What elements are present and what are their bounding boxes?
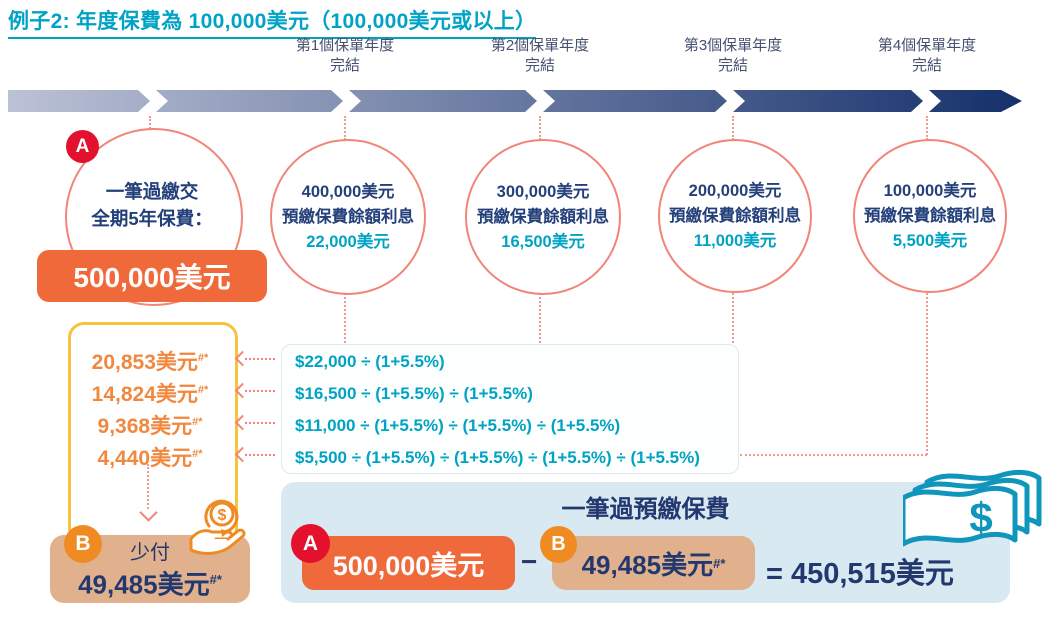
discount-value-row-4: 4,440美元#* xyxy=(97,447,203,470)
summary-title: 一筆過預繳保費 xyxy=(561,496,730,523)
formula-box xyxy=(281,344,739,474)
lump-sum-amount-box: 500,000美元 xyxy=(37,250,267,302)
circle-connector-3 xyxy=(732,293,734,343)
circle-connector-2 xyxy=(539,293,541,343)
circle-connector-4-horizontal xyxy=(740,454,927,456)
savings-amount: 49,485美元#* xyxy=(78,569,222,600)
minus-operator: − xyxy=(521,546,538,577)
left-arrow-icon xyxy=(234,446,275,463)
discount-value-row-3: 9,368美元#* xyxy=(97,415,203,438)
lump-sum-text: 一筆過繳交 全期5年保費： xyxy=(91,181,213,229)
formula-row-1: $22,000 ÷ (1+5.5%) xyxy=(295,352,445,371)
svg-text:$: $ xyxy=(218,507,227,524)
left-arrow-icon xyxy=(234,350,275,367)
summary-result: = 450,515美元 xyxy=(766,558,954,590)
savings-label: 少付 xyxy=(130,542,170,564)
policy-year-label-2: 第2個保單年度 完結 xyxy=(490,37,590,74)
policy-year-label-4: 第4個保單年度 完結 xyxy=(877,37,977,74)
formula-row-2: $16,500 ÷ (1+5.5%) ÷ (1+5.5%) xyxy=(295,384,533,403)
policy-year-label-1: 第1個保單年度 完結 xyxy=(295,37,395,74)
left-arrow-icon xyxy=(234,414,275,431)
year-circle-1: 400,000美元 預繳保費餘額利息 22,000美元 xyxy=(270,139,426,295)
summary-badge-b: B xyxy=(540,526,577,563)
year-circle-3: 200,000美元 預繳保費餘額利息 11,000美元 xyxy=(658,139,812,293)
discount-value-row-1: 20,853美元#* xyxy=(91,351,209,374)
summary-amount-a-box: 500,000美元 xyxy=(302,536,515,590)
timeline-connector xyxy=(732,116,734,140)
badge-b: B xyxy=(64,525,102,563)
year-circle-2: 300,000美元 預繳保費餘額利息 16,500美元 xyxy=(465,139,621,295)
discount-value-row-2: 14,824美元#* xyxy=(91,383,209,406)
hand-coin-icon: $ xyxy=(189,499,246,555)
circle-connector-4 xyxy=(926,293,928,455)
timeline-connector xyxy=(926,116,928,140)
dollar-sign: $ xyxy=(969,494,992,541)
formula-row-4: $5,500 ÷ (1+5.5%) ÷ (1+5.5%) ÷ (1+5.5%) … xyxy=(295,448,700,467)
timeline-arrow xyxy=(8,90,1022,112)
year-circle-4: 100,000美元 預繳保費餘額利息 5,500美元 xyxy=(853,139,1007,293)
page-title: 例子2: 年度保費為 100,000美元（100,000美元或以上） xyxy=(8,5,537,39)
timeline-connector xyxy=(539,116,541,140)
timeline-connector xyxy=(344,116,346,140)
badge-a: A xyxy=(66,130,99,163)
circle-connector-1 xyxy=(344,293,346,343)
left-arrow-icon xyxy=(234,382,275,399)
policy-year-label-3: 第3個保單年度 完結 xyxy=(683,37,783,74)
banknotes-icon: $ xyxy=(903,469,1042,547)
down-arrow-line xyxy=(147,464,149,509)
summary-amount-b-box: 49,485美元 #* xyxy=(552,536,755,590)
summary-badge-a: A xyxy=(291,524,330,563)
formula-row-3: $11,000 ÷ (1+5.5%) ÷ (1+5.5%) ÷ (1+5.5%) xyxy=(295,416,621,435)
